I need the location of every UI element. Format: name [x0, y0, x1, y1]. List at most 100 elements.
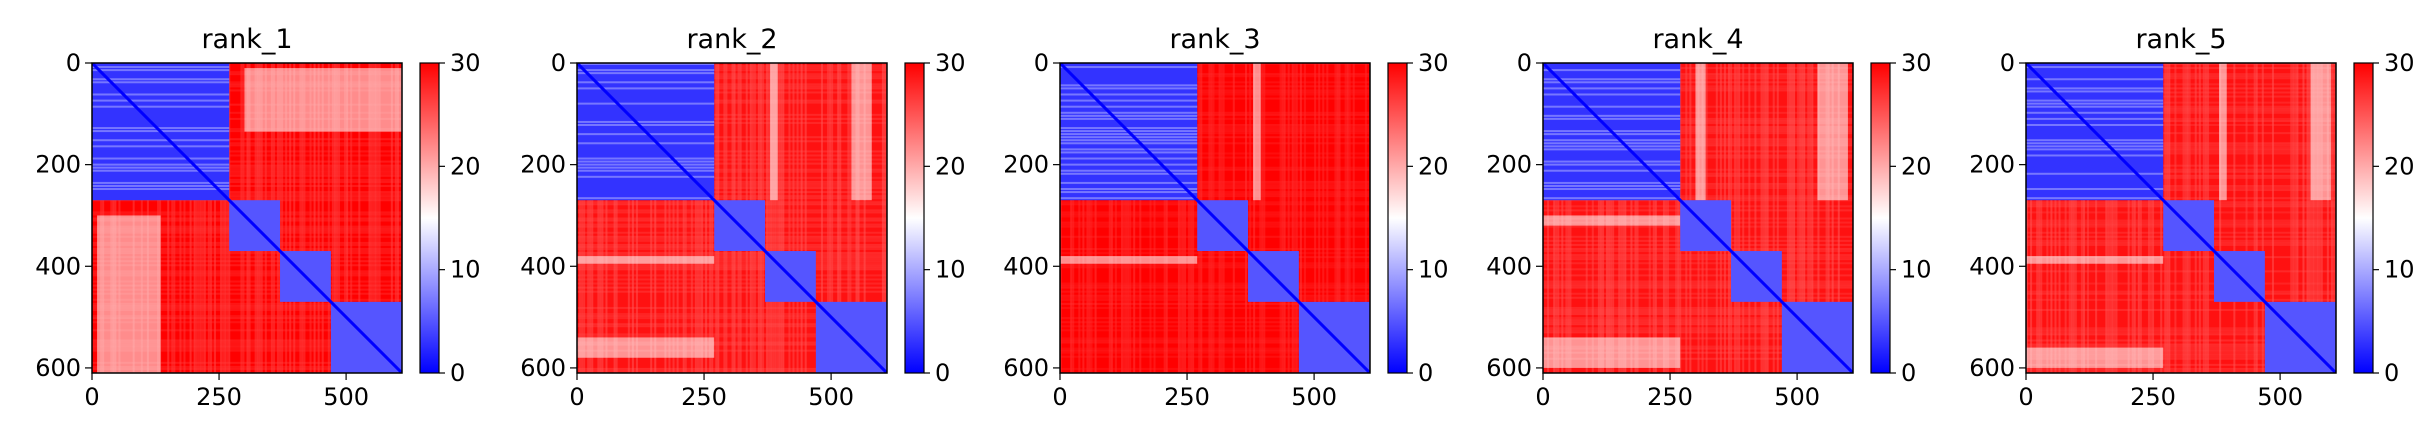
block-stripe — [577, 87, 715, 90]
streak — [800, 63, 803, 373]
block-stripe — [1543, 114, 1681, 117]
streak — [92, 365, 402, 368]
streak — [1060, 180, 1370, 183]
streak — [2080, 63, 2083, 373]
colorbar-tick-label: 30 — [935, 49, 966, 77]
colorbar-tick-label: 30 — [2384, 49, 2415, 77]
streak — [1760, 63, 1763, 373]
block-stripe — [92, 127, 230, 130]
streak — [2072, 63, 2075, 373]
streak — [195, 63, 198, 373]
streak — [1060, 355, 1370, 358]
diagonal — [1543, 63, 1853, 373]
streak — [1163, 63, 1166, 373]
streak — [2292, 63, 2295, 373]
streak — [2302, 63, 2305, 373]
streak — [577, 341, 887, 344]
streak — [1543, 319, 1853, 322]
streak — [2026, 256, 2336, 259]
streak — [2026, 109, 2336, 112]
block-stripe — [1543, 69, 1681, 72]
block-stripe — [92, 66, 230, 69]
streak — [1060, 193, 1370, 196]
streak — [2026, 349, 2336, 352]
streak — [1060, 130, 1370, 133]
streak — [1764, 63, 1767, 373]
streak — [1114, 63, 1117, 373]
streak — [1259, 63, 1262, 373]
streak — [589, 63, 592, 373]
streak — [1807, 63, 1810, 373]
streak — [792, 63, 795, 373]
streak — [831, 63, 834, 373]
streak — [1352, 63, 1355, 373]
streak — [92, 252, 402, 255]
streak — [1543, 327, 1853, 330]
streak — [711, 63, 714, 373]
streak — [331, 63, 334, 373]
block-stripe — [2026, 123, 2164, 126]
block-stripe — [2026, 117, 2164, 120]
streak — [1060, 75, 1370, 78]
streak — [92, 339, 402, 342]
streak — [350, 63, 353, 373]
streak — [696, 63, 699, 373]
streak — [1322, 63, 1325, 373]
streak — [1738, 63, 1741, 373]
streak — [579, 63, 582, 373]
y-tick-label: 600 — [1486, 354, 1532, 382]
streak — [1283, 63, 1286, 373]
panel-title: rank_1 — [201, 24, 292, 55]
diagonal — [577, 63, 887, 373]
streak — [2026, 308, 2336, 311]
block-stripe — [1060, 105, 1198, 108]
streak — [2026, 63, 2029, 373]
streak — [1303, 63, 1306, 373]
band — [1253, 63, 1261, 201]
streak — [2026, 176, 2336, 179]
streak — [690, 63, 693, 373]
streak — [1279, 63, 1282, 373]
band — [1060, 256, 1198, 264]
block-stripe — [92, 157, 230, 160]
streak — [2082, 63, 2085, 373]
streak — [577, 323, 887, 326]
y-tick-label: 400 — [1003, 252, 1049, 280]
streak — [1060, 117, 1370, 120]
colorbar — [904, 62, 925, 374]
streak — [92, 292, 402, 295]
streak — [203, 63, 206, 373]
streak — [2026, 164, 2336, 167]
streak — [1060, 142, 1370, 145]
x-tick-label: 500 — [323, 383, 369, 411]
streak — [1190, 63, 1193, 373]
streak — [1060, 195, 1370, 198]
streak — [183, 63, 186, 373]
streak — [2026, 107, 2336, 110]
streak — [883, 63, 886, 373]
y-tick-label: 0 — [1034, 49, 1049, 77]
streak — [1543, 280, 1853, 283]
y-tick-label: 400 — [1486, 252, 1532, 280]
streak — [2290, 63, 2293, 373]
block-stripe — [92, 93, 230, 96]
block-stripe — [577, 81, 715, 84]
streak — [2137, 63, 2140, 373]
streak — [1060, 63, 1370, 66]
axes-frame — [91, 62, 403, 374]
colorbar-tick-label: 30 — [1901, 49, 1932, 77]
streak — [1543, 274, 1853, 277]
streak — [1801, 63, 1804, 373]
streak — [2026, 327, 2336, 330]
streak — [2026, 101, 2336, 104]
x-tick-label: 250 — [196, 383, 242, 411]
block-stripe — [577, 63, 715, 65]
streak — [220, 63, 223, 373]
streak — [1543, 311, 1853, 314]
streak — [1060, 252, 1370, 255]
streak — [780, 63, 783, 373]
streak — [2332, 63, 2335, 373]
streak — [327, 63, 330, 373]
block-stripe — [1060, 127, 1198, 130]
